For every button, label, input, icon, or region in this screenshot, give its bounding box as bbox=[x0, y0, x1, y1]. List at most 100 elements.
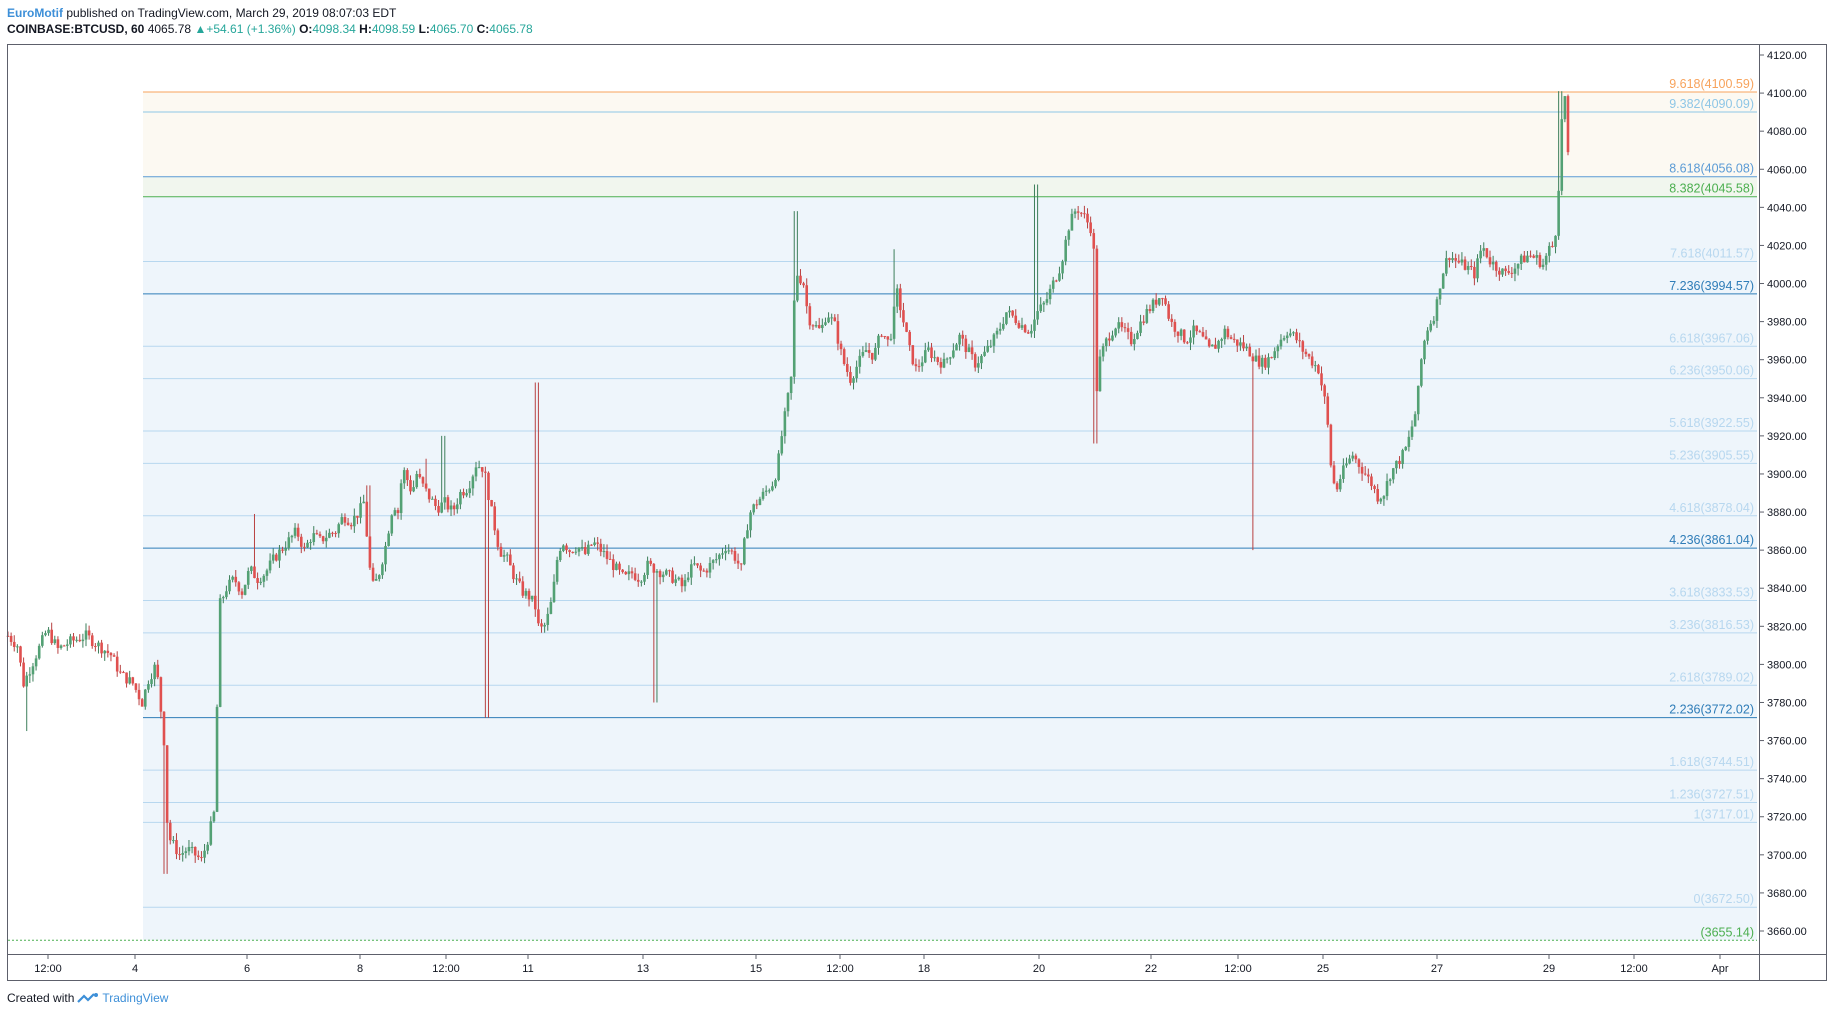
candle-body bbox=[415, 473, 419, 488]
candle-body bbox=[1560, 119, 1564, 191]
candle-body bbox=[1401, 450, 1404, 465]
fib-zone bbox=[143, 261, 1757, 294]
time-tick-label: Apr bbox=[1711, 963, 1728, 975]
candle-body bbox=[377, 575, 381, 580]
candle-body bbox=[234, 576, 238, 583]
candle-body bbox=[1214, 344, 1217, 349]
candle-body bbox=[1420, 359, 1423, 386]
candle-body bbox=[1042, 302, 1046, 305]
candle-body bbox=[1323, 385, 1326, 397]
candle-body bbox=[1257, 355, 1261, 367]
candle-body bbox=[1189, 337, 1192, 343]
candle-body bbox=[9, 635, 13, 642]
candle-body bbox=[44, 633, 47, 636]
candle-body bbox=[1017, 322, 1021, 328]
candle-body bbox=[434, 498, 437, 506]
candle-body bbox=[69, 636, 72, 645]
time-axis[interactable]: 12:00 4 6 8 12:00 11 13 15 12:00 18 20 22 12:00 25 27 2… bbox=[34, 954, 1729, 975]
candle-body bbox=[371, 567, 375, 581]
fib-zone bbox=[143, 91, 1757, 112]
candle-body bbox=[721, 553, 724, 555]
candle-body bbox=[977, 363, 980, 368]
candle-body bbox=[1317, 365, 1320, 374]
price-axis[interactable]: 3660.00 3680.00 3700.00 3720.00 3740.00 3760.… bbox=[1759, 50, 1807, 938]
last-price: 4065.78 bbox=[147, 22, 192, 36]
candle-body bbox=[568, 550, 571, 552]
candle-body bbox=[1123, 327, 1127, 329]
candle-body bbox=[1376, 489, 1379, 502]
candle-body bbox=[967, 347, 971, 353]
candle-body bbox=[1201, 332, 1205, 337]
fib-zone bbox=[143, 600, 1757, 633]
fib-zone bbox=[143, 515, 1757, 549]
candle-body bbox=[1014, 315, 1018, 323]
high-value: 4098.59 bbox=[371, 22, 416, 36]
candle-body bbox=[159, 677, 163, 712]
candle-body bbox=[212, 811, 216, 822]
time-tick-label: 22 bbox=[1145, 963, 1157, 975]
candle-body bbox=[1011, 310, 1014, 316]
candle-body bbox=[562, 545, 565, 551]
candle-body bbox=[1326, 396, 1330, 425]
candle-body bbox=[1385, 481, 1389, 497]
candle-body bbox=[496, 530, 500, 547]
candle-body bbox=[162, 711, 166, 746]
author-link[interactable]: EuroMotif bbox=[7, 6, 63, 20]
candle-body bbox=[75, 639, 78, 641]
candle-body bbox=[103, 650, 107, 654]
candle-body bbox=[409, 480, 412, 492]
candle-body bbox=[730, 550, 734, 552]
candle-body bbox=[1030, 330, 1033, 334]
candle-body bbox=[646, 560, 649, 576]
candle-body bbox=[165, 745, 169, 823]
symbol-name[interactable]: COINBASE:BTCUSD, 60 bbox=[7, 22, 145, 36]
candle-body bbox=[743, 538, 746, 565]
candle-body bbox=[175, 840, 178, 855]
candle-body bbox=[1429, 323, 1433, 331]
time-tick-label: 11 bbox=[522, 963, 533, 975]
candle-body bbox=[346, 522, 350, 525]
candle-body bbox=[1176, 331, 1180, 336]
candle-body bbox=[802, 283, 805, 286]
fib-level-label: 6.236(3950.06) bbox=[1669, 364, 1754, 378]
candle-body bbox=[59, 645, 63, 648]
candle-body bbox=[886, 336, 890, 340]
candle-body bbox=[899, 288, 902, 311]
candle-body bbox=[708, 562, 712, 573]
candle-body bbox=[1260, 357, 1264, 367]
candle-body bbox=[181, 853, 185, 855]
published-text: published on TradingView.com, March 29, … bbox=[66, 6, 397, 20]
candle-body bbox=[1382, 496, 1386, 499]
candle-body bbox=[593, 542, 596, 545]
tradingview-brand-link[interactable]: TradingView bbox=[102, 991, 169, 1005]
candle-body bbox=[468, 488, 472, 494]
candle-body bbox=[1023, 325, 1027, 333]
candle-body bbox=[1211, 344, 1214, 347]
candle-body bbox=[150, 679, 153, 685]
candle-body bbox=[1551, 245, 1554, 247]
price-tick-label: 3660.00 bbox=[1767, 926, 1807, 938]
candle-body bbox=[1217, 340, 1220, 349]
candle-body bbox=[421, 477, 425, 484]
candle-body bbox=[28, 674, 32, 676]
candle-body bbox=[867, 350, 871, 353]
candle-body bbox=[1067, 230, 1071, 240]
candle-body bbox=[636, 579, 640, 582]
candle-body bbox=[1142, 321, 1145, 323]
candle-body bbox=[849, 371, 852, 383]
candle-body bbox=[827, 317, 830, 323]
candle-body bbox=[821, 324, 824, 329]
candle-body bbox=[1285, 335, 1289, 339]
candle-body bbox=[671, 570, 674, 583]
candle-body bbox=[1192, 325, 1195, 338]
candle-body bbox=[930, 347, 933, 359]
candle-body bbox=[265, 570, 269, 576]
candle-body bbox=[187, 846, 191, 852]
time-tick-label: 18 bbox=[918, 963, 930, 975]
price-tick-label: 3800.00 bbox=[1767, 659, 1807, 671]
candle-body bbox=[143, 689, 147, 707]
candle-body bbox=[446, 497, 450, 510]
candle-body bbox=[119, 671, 122, 673]
candle-body bbox=[992, 334, 996, 346]
